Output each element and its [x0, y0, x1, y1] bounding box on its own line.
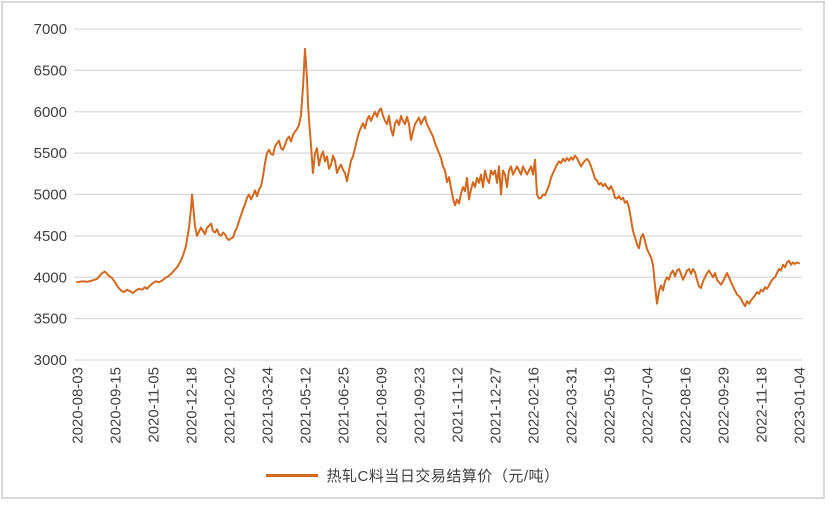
y-axis-tick-label: 3000	[34, 352, 67, 369]
y-axis-tick-label: 4000	[34, 269, 67, 286]
price-line-chart: 7000650060005500500045004000350030002020…	[34, 21, 809, 444]
x-axis-tick-label: 2022-08-16	[678, 367, 695, 444]
y-axis-tick-label: 5000	[34, 187, 67, 204]
x-axis-tick-label: 2021-03-24	[260, 367, 277, 444]
x-axis-tick-label: 2022-11-18	[754, 367, 771, 443]
legend-line-swatch	[266, 474, 319, 477]
x-axis-tick-label: 2022-07-04	[640, 367, 657, 444]
x-axis-tick-label: 2021-05-12	[298, 367, 315, 444]
x-axis-tick-label: 2021-08-09	[374, 367, 391, 444]
x-axis-tick-label: 2021-09-23	[412, 367, 429, 444]
x-axis-tick-label: 2020-11-05	[146, 367, 163, 443]
x-axis-tick-label: 2021-06-25	[336, 367, 353, 444]
y-axis-tick-label: 6000	[34, 104, 67, 121]
x-axis-tick-label: 2022-03-31	[564, 367, 581, 444]
x-axis-tick-label: 2022-02-16	[526, 367, 543, 444]
x-axis-tick-label: 2022-05-19	[602, 367, 619, 444]
y-axis-tick-label: 6500	[34, 62, 67, 79]
x-axis-tick-label: 2021-12-27	[488, 367, 505, 444]
x-axis-tick-label: 2020-12-18	[184, 367, 201, 444]
y-axis-tick-label: 7000	[34, 21, 67, 38]
legend: 热轧C料当日交易结算价（元/吨）	[3, 465, 823, 486]
x-axis-tick-label: 2020-08-03	[70, 367, 87, 444]
legend-label: 热轧C料当日交易结算价（元/吨）	[326, 468, 560, 485]
price-line	[76, 47, 800, 308]
y-axis-tick-label: 5500	[34, 145, 67, 162]
y-axis-tick-label: 3500	[34, 311, 67, 328]
x-axis-tick-label: 2021-11-12	[450, 367, 467, 443]
x-axis-tick-label: 2023-01-04	[792, 367, 809, 444]
x-axis-tick-label: 2020-09-15	[108, 367, 125, 444]
x-axis-tick-label: 2021-02-02	[222, 367, 239, 444]
x-axis-tick-label: 2022-09-29	[716, 367, 733, 444]
chart-frame: 7000 6500 6000 5500 5000 4500 4000 3500 3000 2020…	[1, 1, 825, 499]
y-axis-tick-label: 4500	[34, 228, 67, 245]
